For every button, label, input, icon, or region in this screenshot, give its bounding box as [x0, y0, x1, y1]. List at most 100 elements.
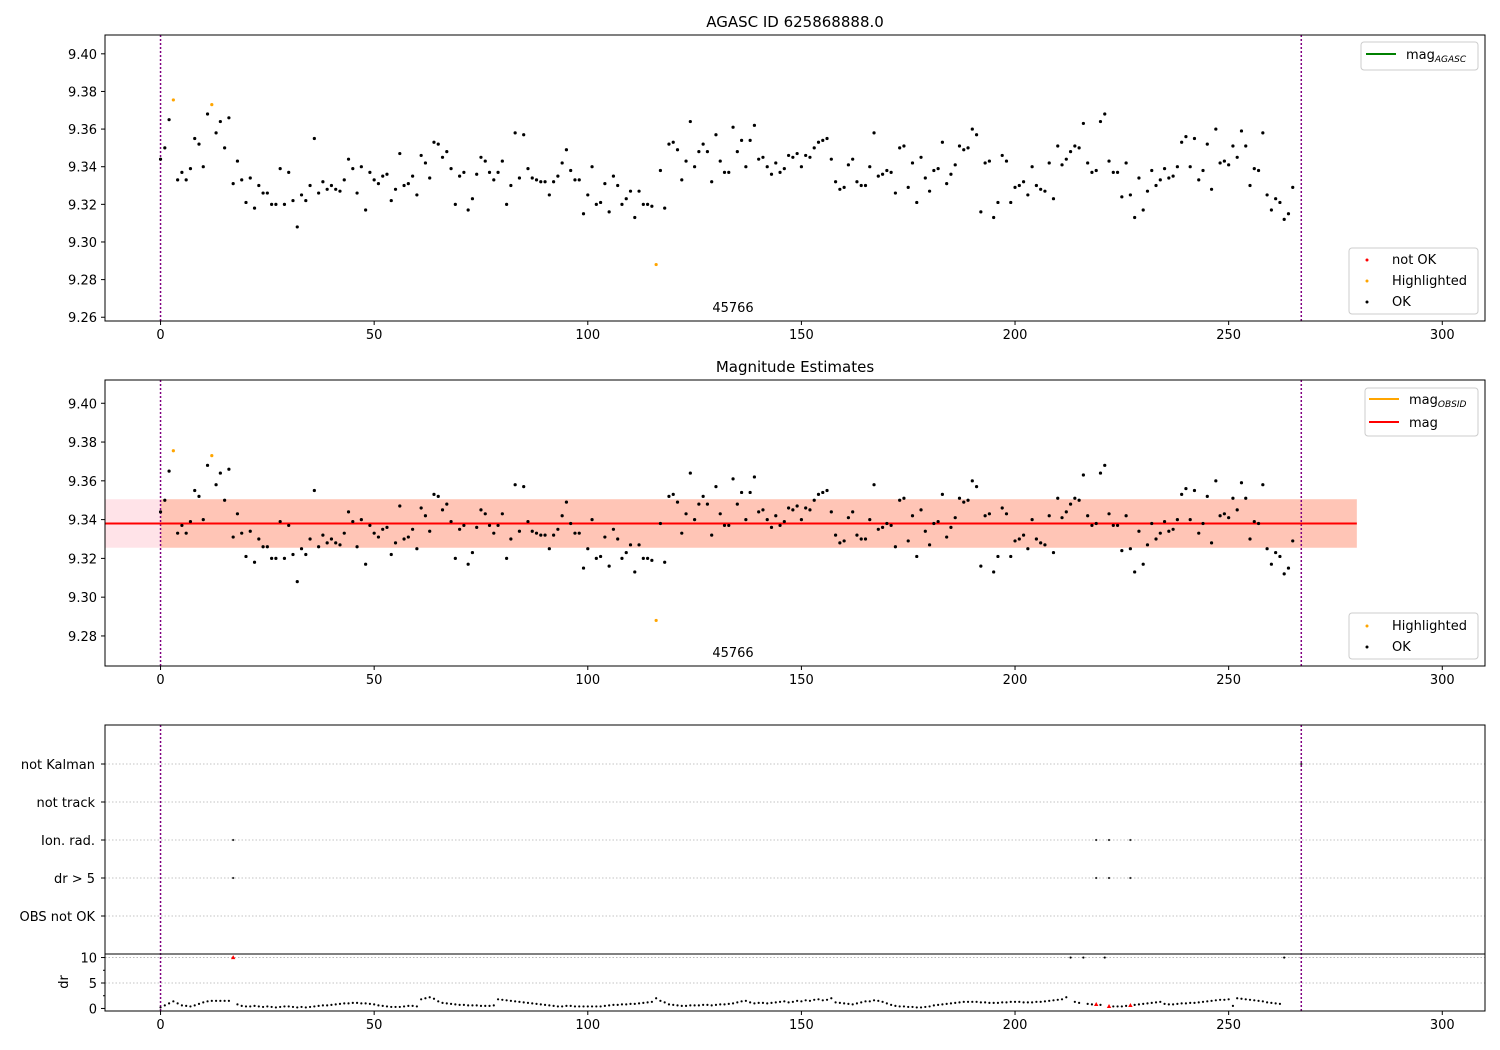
- dr-point: [458, 1003, 461, 1006]
- ok-point: [983, 161, 987, 165]
- dr-point: [1056, 998, 1059, 1001]
- ok-point: [1086, 161, 1090, 165]
- dr-point: [1137, 1003, 1141, 1006]
- ok-point: [1205, 142, 1209, 146]
- ok-point: [765, 518, 769, 522]
- legend-mag-lines[interactable]: magOBSID mag: [1364, 387, 1479, 437]
- ok-point: [1180, 140, 1184, 144]
- dr-point: [1189, 1001, 1192, 1004]
- dr-point: [1090, 1003, 1094, 1006]
- ok-point: [692, 518, 697, 522]
- ok-point: [987, 159, 991, 163]
- dr-point: [860, 1001, 863, 1004]
- ok-point: [1077, 146, 1081, 150]
- dr-point: [1150, 1001, 1153, 1004]
- dr-point: [518, 1000, 521, 1003]
- dr-point: [629, 1002, 632, 1005]
- dr-point: [599, 1005, 602, 1008]
- ok-point: [513, 483, 517, 487]
- dr-point: [1180, 1002, 1183, 1005]
- ok-point: [974, 485, 979, 489]
- ok-point: [898, 498, 902, 502]
- dr-point: [821, 999, 824, 1002]
- legend-mag-agasc[interactable]: magAGASC: [1360, 41, 1479, 71]
- dr-point: [445, 1002, 448, 1005]
- y-tick-label: 9.38: [68, 436, 97, 451]
- dr-point: [432, 997, 436, 1000]
- x-tick-label: 250: [1216, 1018, 1241, 1033]
- legend-points-panel1[interactable]: not OK Highlighted OK: [1348, 247, 1479, 315]
- dr-point: [1048, 999, 1051, 1002]
- ok-point: [646, 202, 650, 206]
- ok-point: [257, 183, 261, 188]
- ok-point: [1222, 159, 1226, 163]
- ok-point: [406, 535, 410, 539]
- dr-point: [774, 1001, 777, 1004]
- ok-point: [513, 131, 517, 135]
- ok-point: [385, 525, 389, 529]
- dr-point: [505, 999, 508, 1002]
- ok-point: [235, 159, 240, 163]
- dr-point: [373, 1003, 376, 1006]
- dr-point: [885, 1002, 888, 1005]
- ok-point: [855, 533, 859, 537]
- ok-point: [919, 155, 923, 159]
- ok-point: [761, 508, 765, 512]
- ok-point: [680, 531, 684, 535]
- dr-outlier-marker: [230, 955, 236, 960]
- highlighted-point: [654, 618, 658, 623]
- dr-point: [1005, 1001, 1008, 1004]
- legend-mag-obsid-label: magOBSID: [1409, 393, 1467, 410]
- dr-point: [907, 1005, 910, 1009]
- ok-point: [739, 490, 744, 495]
- ok-point: [1043, 543, 1047, 547]
- ok-point: [1274, 197, 1278, 201]
- ok-point: [962, 500, 966, 504]
- y-tick-label: 5: [89, 977, 97, 992]
- panel-magnitude-estimates-frame: [104, 379, 1486, 667]
- ok-point: [1128, 547, 1132, 551]
- ok-point: [1227, 163, 1231, 167]
- dr-point: [1197, 1001, 1200, 1004]
- ok-point: [581, 566, 586, 570]
- ok-point: [957, 496, 962, 500]
- dr-point: [304, 1006, 307, 1009]
- ok-point: [1150, 521, 1154, 526]
- ok-point: [744, 518, 748, 522]
- ok-point: [381, 174, 385, 178]
- ok-point: [833, 533, 838, 537]
- ok-point: [205, 463, 210, 467]
- ok-point: [1021, 533, 1026, 537]
- dr-point: [185, 1004, 188, 1008]
- ok-point: [795, 504, 799, 508]
- dr-point: [411, 1004, 414, 1008]
- ok-point: [859, 183, 863, 188]
- ok-point: [821, 490, 825, 495]
- highlighted-point: [210, 103, 214, 107]
- ok-point: [684, 512, 688, 516]
- dr-point: [1266, 1001, 1269, 1004]
- ok-point: [1269, 562, 1273, 566]
- ok-point: [757, 157, 761, 161]
- dr-point: [1248, 998, 1252, 1001]
- ok-point: [979, 564, 983, 568]
- legend-mag-agasc-label: magAGASC: [1406, 48, 1467, 65]
- dr-point: [279, 1005, 282, 1009]
- ok-point: [1214, 479, 1218, 483]
- y-tick-label: 9.28: [68, 274, 97, 289]
- ok-point: [739, 138, 744, 142]
- y-tick-label: 9.30: [68, 591, 97, 606]
- ok-point: [893, 191, 898, 195]
- ok-point: [902, 496, 906, 500]
- legend-label-not-ok: not OK: [1392, 253, 1437, 268]
- ok-point: [1115, 523, 1120, 528]
- ok-point: [325, 187, 329, 191]
- ok-point: [1269, 208, 1273, 212]
- dr-point: [1103, 956, 1106, 959]
- ok-point: [1047, 514, 1051, 518]
- dr-point: [667, 1003, 671, 1006]
- ok-point: [308, 537, 312, 541]
- ok-point: [1145, 189, 1150, 193]
- flag-point: [1095, 876, 1098, 880]
- legend-points-panel2[interactable]: Highlighted OK: [1348, 612, 1479, 660]
